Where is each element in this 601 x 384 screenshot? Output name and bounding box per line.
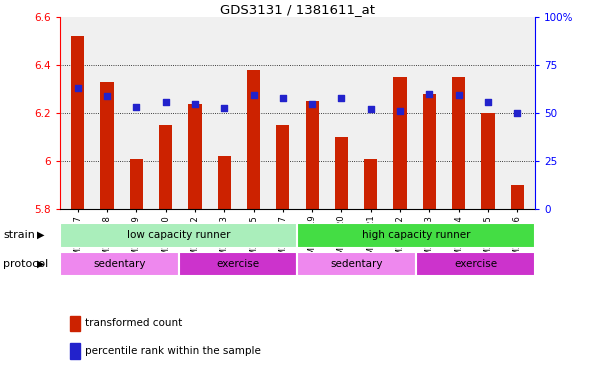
Bar bbox=[71, 36, 84, 209]
Bar bbox=[70, 343, 80, 359]
Bar bbox=[130, 159, 143, 209]
Text: exercise: exercise bbox=[454, 259, 497, 269]
Bar bbox=[335, 137, 348, 209]
Text: sedentary: sedentary bbox=[331, 259, 383, 269]
Text: ▶: ▶ bbox=[37, 230, 44, 240]
Bar bbox=[179, 252, 297, 276]
Text: protocol: protocol bbox=[3, 259, 48, 269]
Point bbox=[73, 85, 82, 91]
Point bbox=[102, 93, 112, 99]
Bar bbox=[100, 82, 114, 209]
Point bbox=[278, 95, 288, 101]
Point bbox=[483, 99, 493, 105]
Point bbox=[190, 101, 200, 107]
Bar bbox=[416, 252, 535, 276]
Point bbox=[424, 91, 434, 97]
Text: exercise: exercise bbox=[216, 259, 260, 269]
Point bbox=[513, 110, 522, 116]
Point bbox=[161, 99, 171, 105]
Point bbox=[454, 91, 463, 98]
Bar bbox=[159, 125, 172, 209]
Bar bbox=[218, 157, 231, 209]
Bar bbox=[60, 252, 179, 276]
Bar bbox=[452, 77, 465, 209]
Bar bbox=[423, 94, 436, 209]
Bar bbox=[481, 113, 495, 209]
Bar bbox=[394, 77, 407, 209]
Bar bbox=[188, 104, 201, 209]
Text: high capacity runner: high capacity runner bbox=[362, 230, 471, 240]
Point bbox=[219, 105, 229, 111]
Bar bbox=[276, 125, 290, 209]
Bar bbox=[70, 316, 80, 331]
Point bbox=[132, 104, 141, 110]
Bar bbox=[247, 70, 260, 209]
Point bbox=[249, 91, 258, 98]
Point bbox=[307, 101, 317, 107]
Point bbox=[337, 94, 346, 101]
Text: transformed count: transformed count bbox=[85, 318, 182, 328]
Text: strain: strain bbox=[3, 230, 35, 240]
Bar bbox=[364, 159, 377, 209]
Text: low capacity runner: low capacity runner bbox=[127, 230, 231, 240]
Bar bbox=[60, 223, 297, 248]
Point bbox=[395, 108, 405, 114]
Bar bbox=[511, 185, 524, 209]
Bar bbox=[297, 223, 535, 248]
Text: percentile rank within the sample: percentile rank within the sample bbox=[85, 346, 261, 356]
Title: GDS3131 / 1381611_at: GDS3131 / 1381611_at bbox=[220, 3, 375, 16]
Bar bbox=[297, 252, 416, 276]
Point bbox=[366, 106, 376, 112]
Text: sedentary: sedentary bbox=[93, 259, 145, 269]
Bar bbox=[305, 101, 319, 209]
Text: ▶: ▶ bbox=[37, 259, 44, 269]
